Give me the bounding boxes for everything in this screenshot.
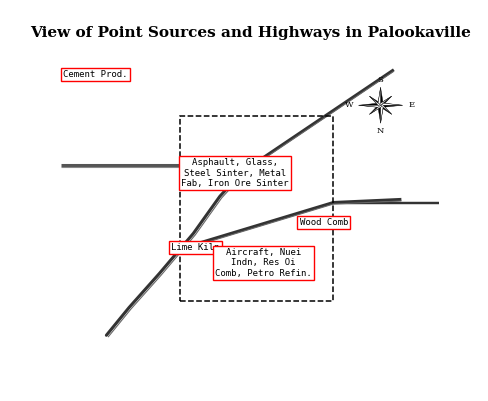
Text: N: N bbox=[377, 127, 384, 135]
Text: Aircraft, Nuei
Indn, Res Oi
Comb, Petro Refin.: Aircraft, Nuei Indn, Res Oi Comb, Petro … bbox=[215, 248, 312, 277]
Text: Cement Prod.: Cement Prod. bbox=[63, 70, 127, 79]
Text: E: E bbox=[408, 101, 415, 109]
Polygon shape bbox=[378, 87, 384, 105]
Polygon shape bbox=[381, 103, 403, 107]
Text: Lime Kiln: Lime Kiln bbox=[171, 243, 220, 252]
Text: Wood Comb: Wood Comb bbox=[300, 218, 348, 227]
Text: Asphault, Glass,
Steel Sinter, Metal
Fab, Iron Ore Sinter: Asphault, Glass, Steel Sinter, Metal Fab… bbox=[181, 158, 289, 188]
Polygon shape bbox=[359, 105, 381, 107]
Polygon shape bbox=[378, 87, 381, 105]
Title: View of Point Sources and Highways in Palookaville: View of Point Sources and Highways in Pa… bbox=[30, 26, 470, 40]
Polygon shape bbox=[379, 104, 392, 114]
Bar bbox=[180, 116, 333, 301]
Polygon shape bbox=[381, 104, 392, 114]
Polygon shape bbox=[369, 96, 382, 106]
Text: W: W bbox=[345, 101, 354, 109]
Polygon shape bbox=[381, 105, 384, 123]
Text: S: S bbox=[378, 76, 384, 84]
Polygon shape bbox=[369, 96, 381, 106]
Polygon shape bbox=[369, 104, 382, 114]
Polygon shape bbox=[379, 96, 392, 105]
Polygon shape bbox=[359, 103, 381, 107]
Polygon shape bbox=[379, 96, 392, 106]
Polygon shape bbox=[381, 103, 403, 105]
Polygon shape bbox=[369, 105, 382, 114]
Polygon shape bbox=[378, 105, 384, 123]
